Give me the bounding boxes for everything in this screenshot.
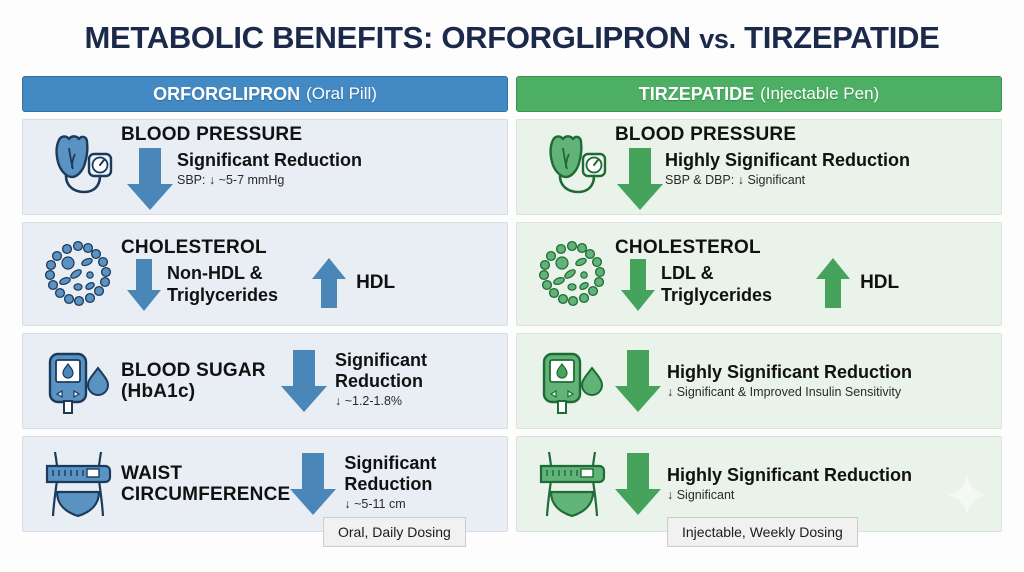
column-header-orforglipron: ORFORGLIPRON (Oral Pill) bbox=[22, 76, 508, 112]
cholesterol-right-body: CHOLESTEROL LDL & Triglycerides bbox=[615, 237, 991, 311]
page-title-vs: vs. bbox=[699, 24, 736, 54]
waist-right-body: Highly Significant Reduction ↓ Significa… bbox=[615, 453, 991, 515]
detail-text: ↓ Significant bbox=[667, 488, 735, 503]
column-header-tirzepatide: TIRZEPATIDE (Injectable Pen) bbox=[516, 76, 1002, 112]
page-title: METABOLIC BENEFITS: ORFORGLIPRON vs. TIR… bbox=[0, 20, 1024, 56]
blood-sugar-left-body: BLOOD SUGAR (HbA1c) Significant Reductio… bbox=[121, 350, 497, 412]
headline-line-1: Significant bbox=[334, 350, 427, 370]
detail-text: SBP & DBP: ↓ Significant bbox=[665, 173, 806, 188]
arrow-down-icon bbox=[615, 350, 661, 412]
heart-blood-pressure-icon bbox=[35, 132, 121, 202]
card-blood-pressure-left: BLOOD PRESSURE Significant Reduction SBP… bbox=[22, 119, 508, 215]
glucometer-icon bbox=[35, 346, 121, 416]
metric-label: CHOLESTEROL bbox=[121, 237, 267, 259]
hdl-label: HDL bbox=[356, 271, 396, 293]
down-line-2: Triglycerides bbox=[661, 284, 773, 305]
arrow-up-icon bbox=[816, 257, 851, 308]
arrow-down-icon bbox=[280, 350, 327, 412]
card-waist-left: WAIST CIRCUMFERENCE Significant Reductio… bbox=[22, 436, 508, 547]
sparkle-watermark bbox=[947, 475, 987, 515]
column-tirzepatide: TIRZEPATIDE (Injectable Pen) BLOOD PRESS… bbox=[516, 76, 1002, 547]
card-blood-sugar-right: Highly Significant Reduction ↓ Significa… bbox=[516, 333, 1002, 429]
detail-text: ↓ ~5-11 cm bbox=[344, 497, 406, 512]
column-orforglipron: ORFORGLIPRON (Oral Pill) BLOOD PRESSURE bbox=[22, 76, 508, 547]
waist-left-body: WAIST CIRCUMFERENCE Significant Reductio… bbox=[121, 453, 497, 515]
metric-line-2: (HbA1c) bbox=[121, 381, 196, 402]
card-cholesterol-right: CHOLESTEROL LDL & Triglycerides bbox=[516, 222, 1002, 326]
headline-line-1: Significant bbox=[344, 453, 437, 473]
arrow-down-icon bbox=[290, 453, 337, 515]
metric-line-1: WAIST bbox=[121, 462, 183, 484]
headline-line-2: Reduction bbox=[334, 370, 423, 391]
detail-text: ↓ Significant & Improved Insulin Sensiti… bbox=[667, 385, 902, 400]
glucometer-icon bbox=[529, 346, 615, 416]
dosing-badge-left: Oral, Daily Dosing bbox=[323, 517, 466, 547]
headline-line-2: Reduction bbox=[344, 473, 433, 494]
column-header-sub: (Oral Pill) bbox=[306, 84, 377, 103]
detail-text: SBP: ↓ ~5-7 mmHg bbox=[177, 173, 285, 188]
blood-pressure-left-body: BLOOD PRESSURE Significant Reduction SBP… bbox=[121, 124, 497, 210]
metric-label: BLOOD PRESSURE bbox=[615, 124, 797, 146]
lipoprotein-particle-icon bbox=[529, 239, 615, 309]
arrow-down-icon bbox=[617, 147, 663, 210]
headline-text: Significant Reduction bbox=[177, 149, 363, 170]
arrow-down-icon bbox=[615, 453, 661, 515]
lipoprotein-particle-icon bbox=[35, 239, 121, 309]
hdl-label: HDL bbox=[860, 271, 900, 293]
heart-blood-pressure-icon bbox=[529, 132, 615, 202]
down-metrics: Non-HDL & Triglycerides bbox=[167, 263, 278, 306]
headline-text: Highly Significant Reduction bbox=[667, 464, 913, 485]
down-line-1: LDL & bbox=[661, 263, 714, 284]
dosing-badge-right: Injectable, Weekly Dosing bbox=[667, 517, 858, 547]
card-blood-sugar-left: BLOOD SUGAR (HbA1c) Significant Reductio… bbox=[22, 333, 508, 429]
metric-line-1: BLOOD SUGAR bbox=[121, 359, 266, 381]
blood-sugar-right-body: Highly Significant Reduction ↓ Significa… bbox=[615, 350, 991, 412]
arrow-down-icon bbox=[127, 258, 161, 311]
arrow-up-icon bbox=[312, 257, 347, 308]
headline-text: Highly Significant Reduction bbox=[665, 149, 911, 170]
waist-tape-measure-icon bbox=[35, 448, 121, 520]
cholesterol-left-body: CHOLESTEROL Non-HDL & Triglycerides bbox=[121, 237, 497, 311]
down-line-2: Triglycerides bbox=[167, 284, 279, 305]
waist-tape-measure-icon bbox=[529, 448, 615, 520]
metric-label: BLOOD SUGAR (HbA1c) bbox=[121, 360, 266, 403]
card-waist-right: Highly Significant Reduction ↓ Significa… bbox=[516, 436, 1002, 547]
page-title-before: METABOLIC BENEFITS: ORFORGLIPRON bbox=[84, 20, 700, 55]
arrow-down-icon bbox=[127, 147, 173, 210]
card-blood-pressure-right: BLOOD PRESSURE Highly Significant Reduct… bbox=[516, 119, 1002, 215]
metric-label: WAIST CIRCUMFERENCE bbox=[121, 463, 290, 506]
blood-pressure-right-body: BLOOD PRESSURE Highly Significant Reduct… bbox=[615, 124, 991, 210]
page-title-after: TIRZEPATIDE bbox=[735, 20, 940, 55]
column-header-name: TIRZEPATIDE bbox=[638, 83, 755, 104]
metric-label: CHOLESTEROL bbox=[615, 237, 761, 259]
card-cholesterol-left: CHOLESTEROL Non-HDL & Triglycerides bbox=[22, 222, 508, 326]
down-line-1: Non-HDL & bbox=[167, 263, 263, 284]
detail-text: ↓ ~1.2-1.8% bbox=[334, 394, 403, 409]
column-header-name: ORFORGLIPRON bbox=[153, 83, 301, 104]
headline-text: Highly Significant Reduction bbox=[667, 361, 913, 382]
metric-line-2: CIRCUMFERENCE bbox=[121, 484, 291, 505]
arrow-down-icon bbox=[621, 258, 655, 311]
metric-label: BLOOD PRESSURE bbox=[121, 124, 303, 146]
column-header-sub: (Injectable Pen) bbox=[760, 84, 880, 103]
down-metrics: LDL & Triglycerides bbox=[661, 263, 772, 306]
